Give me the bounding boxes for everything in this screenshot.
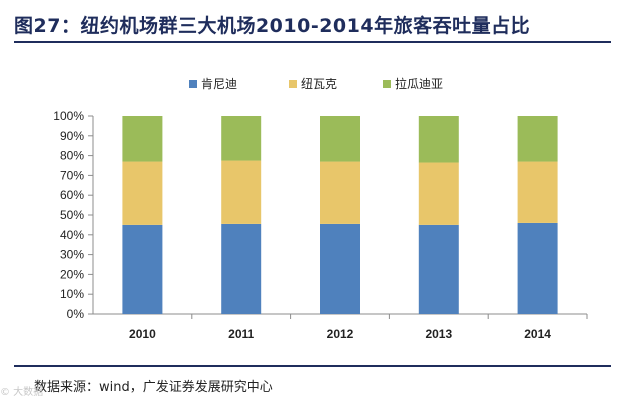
x-tick-label: 2014 (524, 327, 551, 341)
legend-label: 纽瓦克 (301, 77, 337, 91)
bar-segment (122, 161, 163, 225)
bar-segment (517, 116, 558, 162)
bar-segment (320, 116, 360, 162)
x-tick-label: 2013 (425, 327, 452, 341)
bar-segment (221, 223, 262, 314)
y-tick-label: 60% (60, 188, 84, 202)
y-tick-label: 70% (60, 168, 84, 182)
bar-segment (122, 224, 163, 314)
source-note: 数据来源：wind，广发证券发展研究中心 (34, 380, 273, 395)
figure-header: 图27：纽约机场群三大机场2010-2014年旅客吞吐量占比 (14, 7, 611, 43)
legend-swatch (383, 80, 391, 88)
figure-footer: 数据来源：wind，广发证券发展研究中心 (14, 365, 611, 397)
bar-segment (320, 223, 360, 314)
watermark: © 大数据 (0, 387, 44, 398)
bar-segment (221, 116, 262, 161)
y-tick-label: 40% (60, 228, 84, 242)
y-tick-label: 50% (60, 208, 84, 222)
bar-segment (418, 116, 459, 163)
y-tick-label: 90% (60, 129, 84, 143)
bar-segment (221, 160, 262, 224)
y-tick-label: 0% (67, 307, 85, 321)
bar-segment (418, 224, 459, 314)
bar-segment (517, 222, 558, 314)
bar-segment (517, 161, 558, 223)
y-tick-label: 100% (53, 109, 84, 123)
y-tick-label: 80% (60, 149, 84, 163)
figure-title: 图27：纽约机场群三大机场2010-2014年旅客吞吐量占比 (14, 15, 531, 37)
x-tick-label: 2011 (228, 327, 254, 341)
bar-segment (418, 162, 459, 225)
legend-label: 拉瓜迪亚 (395, 76, 443, 91)
legend-swatch (289, 80, 297, 88)
x-tick-label: 2012 (327, 327, 354, 341)
bar-segment (122, 116, 163, 162)
y-tick-label: 10% (60, 287, 84, 301)
y-tick-label: 30% (60, 248, 84, 262)
legend-swatch (189, 80, 197, 88)
legend-label: 肯尼迪 (201, 77, 237, 91)
y-tick-label: 20% (60, 267, 84, 281)
bar-segment (320, 161, 360, 224)
x-tick-label: 2010 (129, 327, 156, 341)
